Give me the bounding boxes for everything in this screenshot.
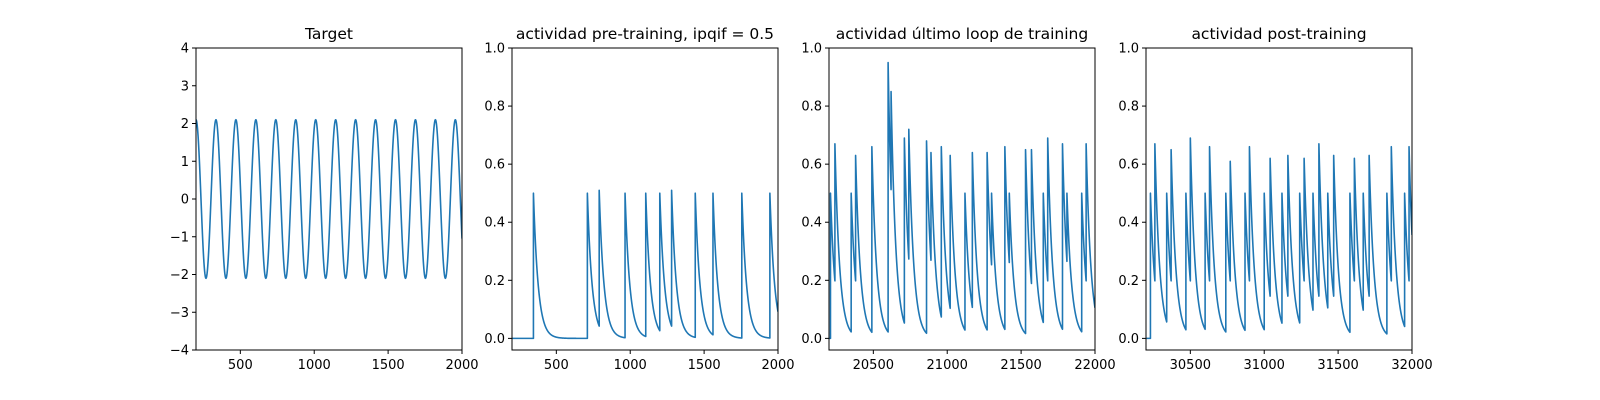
panel-1-title: Target: [304, 25, 353, 43]
panel-2-title: actividad pre-training, ipqif = 0.5: [516, 25, 774, 43]
panel-1-y-tick-label: −1: [170, 230, 189, 245]
panel-3-y-tick-label: 0.0: [801, 332, 822, 347]
panel-3-axes-frame: [828, 47, 1096, 351]
panel-1-y-tick-label: 2: [181, 117, 189, 132]
panel-3: actividad último loop de training 20500 2…: [801, 25, 1115, 373]
panel-4-y-tick-label: 0.2: [1118, 274, 1139, 289]
panel-4-plot: 30500 31000 31500 32000 1.0 0.8 0.6 0.4 0.2 0.0: [1118, 42, 1432, 374]
panel-1-y-tick-label: 3: [181, 79, 189, 94]
panel-4-x-tick-label: 31500: [1317, 358, 1358, 373]
panel-2-axes-frame: [511, 47, 779, 351]
panel-2-y-tick-label: 0.2: [484, 274, 505, 289]
panel-4: actividad post-training 30500 31000 31500 3…: [1118, 25, 1432, 373]
panel-1-axes-frame: [195, 47, 463, 351]
panel-4-series-line: [1146, 137, 1412, 340]
panel-2-y-tick-label: 0.6: [484, 158, 505, 173]
panel-4-y-tick-label: 0.6: [1118, 158, 1139, 173]
panel-1-x-tick-label: 500: [228, 358, 253, 373]
panel-3-title: actividad último loop de training: [836, 25, 1088, 43]
panel-4-y-tick-label: 0.0: [1118, 332, 1139, 347]
panel-4-y-tick-label: 1.0: [1118, 42, 1139, 57]
panel-4-x-tick-label: 31000: [1244, 358, 1285, 373]
panel-1-series-line: [196, 118, 462, 280]
panel-1-y-tick-label: −4: [170, 344, 189, 359]
panel-3-y-tick-label: 0.6: [801, 158, 822, 173]
panel-4-y-tick-label: 0.8: [1118, 100, 1139, 115]
panel-2-x-tick-label: 500: [544, 358, 569, 373]
panel-3-series-line: [829, 61, 1095, 340]
panel-1-plot: 500 1000 1500 2000 4 3 2 1 0 −1 −2 −3 −4: [170, 42, 479, 374]
panel-3-x-tick-label: 21500: [1000, 358, 1041, 373]
panel-3-plot: 20500 21000 21500 22000 1.0 0.8 0.6 0.4 0.2 0.0: [801, 42, 1115, 374]
panel-1-y-tick-label: −3: [170, 306, 189, 321]
panel-2: actividad pre-training, ipqif = 0.5 500 1…: [484, 25, 794, 373]
panel-1-y-tick-label: 4: [181, 42, 189, 57]
panel-1: Target 500 1000 1500 2000 4 3 2 1 0 −1 −2 −3 −4: [170, 25, 479, 373]
panel-2-x-tick-label: 1500: [688, 358, 721, 373]
panel-2-y-tick-label: 0.0: [484, 332, 505, 347]
panel-2-y-tick-label: 0.8: [484, 100, 505, 115]
panel-3-x-tick-label: 21000: [927, 358, 968, 373]
panel-1-x-tick-label: 1500: [372, 358, 405, 373]
panel-1-y-tick-label: 0: [181, 193, 189, 208]
panel-2-y-tick-label: 0.4: [484, 216, 505, 231]
panel-3-y-tick-label: 0.8: [801, 100, 822, 115]
panel-1-x-tick-label: 2000: [445, 358, 478, 373]
panel-2-series-line: [512, 189, 778, 340]
panel-4-x-tick-label: 30500: [1170, 358, 1211, 373]
panel-1-y-tick-label: −2: [170, 268, 189, 283]
panel-4-x-tick-label: 32000: [1391, 358, 1432, 373]
panel-3-y-tick-label: 1.0: [801, 42, 822, 57]
panel-1-y-tick-label: 1: [181, 155, 189, 170]
panel-2-x-tick-label: 1000: [614, 358, 647, 373]
panel-3-y-tick-label: 0.2: [801, 274, 822, 289]
panel-3-y-tick-label: 0.4: [801, 216, 822, 231]
panel-4-y-tick-label: 0.4: [1118, 216, 1139, 231]
panel-1-x-tick-label: 1000: [298, 358, 331, 373]
panel-3-x-tick-label: 20500: [853, 358, 894, 373]
panel-2-y-tick-label: 1.0: [484, 42, 505, 57]
panel-3-x-tick-label: 22000: [1074, 358, 1115, 373]
panel-4-axes-frame: [1145, 47, 1413, 351]
panel-2-plot: 500 1000 1500 2000 1.0 0.8 0.6 0.4 0.2 0.0: [484, 42, 794, 374]
panel-4-title: actividad post-training: [1191, 25, 1366, 43]
panel-2-x-tick-label: 2000: [761, 358, 794, 373]
